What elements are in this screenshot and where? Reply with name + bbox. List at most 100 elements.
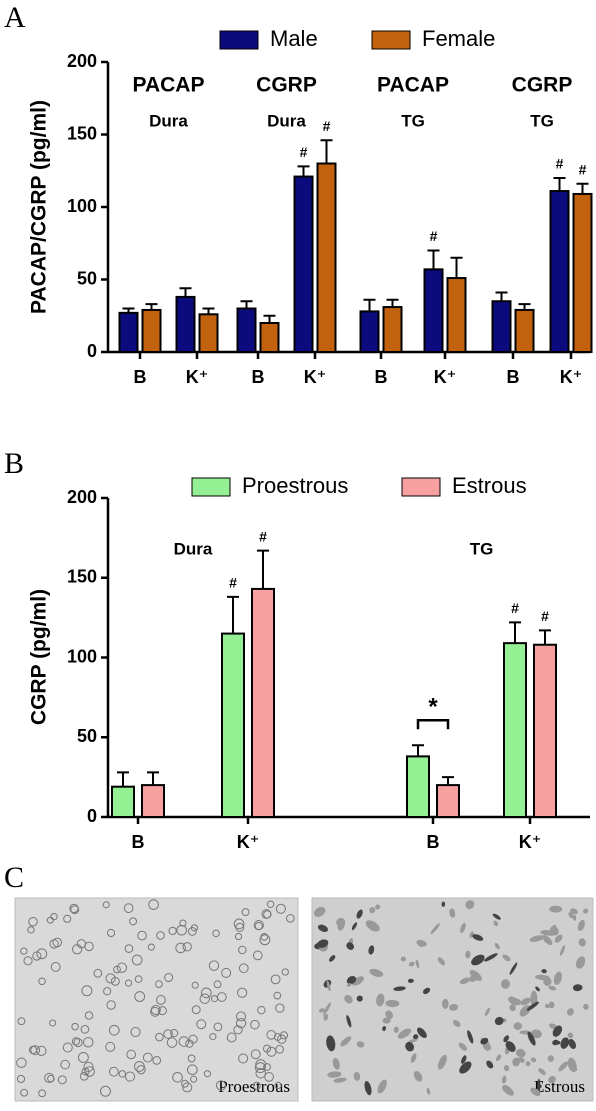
cell [266, 900, 275, 909]
cell [368, 945, 375, 955]
legend-label: Proestrous [242, 473, 348, 498]
cell [318, 1008, 325, 1013]
y-tick-label: 50 [77, 726, 97, 746]
cell [168, 926, 177, 936]
cell [346, 1014, 352, 1028]
y-axis-label: PACAP/CGRP (pg/ml) [28, 100, 51, 314]
cell [16, 1074, 26, 1084]
cell [172, 1071, 183, 1083]
error-bar [122, 307, 135, 313]
error-bar [427, 249, 440, 270]
cell [27, 926, 35, 934]
cell [437, 1054, 447, 1070]
cell [277, 1034, 287, 1044]
cell [549, 926, 559, 936]
error-bar [202, 307, 215, 315]
cell [285, 913, 295, 923]
error-bar [509, 621, 521, 644]
cell [346, 983, 352, 987]
panel-label: C [4, 861, 24, 894]
cell [548, 1001, 555, 1009]
cell [515, 1048, 526, 1058]
cell [110, 976, 120, 986]
cell [261, 909, 272, 919]
group-label: PACAP [377, 74, 449, 97]
cell [377, 1079, 387, 1094]
cell [38, 1089, 47, 1098]
cell [326, 980, 331, 992]
cell [578, 938, 586, 947]
cell [482, 1044, 490, 1051]
cell [252, 1081, 261, 1090]
cell [80, 1024, 90, 1034]
cell [529, 935, 545, 942]
cell [469, 975, 477, 982]
cell [57, 1075, 67, 1085]
cell [461, 1055, 467, 1064]
cell [226, 1032, 237, 1043]
cell [49, 939, 59, 949]
cell [336, 917, 346, 927]
cell [190, 924, 199, 932]
significance-marker: # [556, 156, 564, 172]
cell [502, 1075, 507, 1084]
error-bar [179, 287, 192, 297]
cell [136, 1065, 146, 1075]
group-label: PACAP [133, 74, 205, 97]
cell [449, 1003, 459, 1011]
cell [241, 908, 250, 917]
cell [572, 914, 577, 921]
cell [116, 962, 128, 973]
cell [548, 1075, 556, 1084]
cell [530, 1087, 541, 1096]
cell [323, 1002, 332, 1016]
cell [50, 912, 58, 921]
legend-label: Male [270, 26, 318, 51]
cell [72, 944, 83, 955]
cell [393, 1026, 399, 1033]
cell [465, 900, 475, 910]
cell [124, 979, 133, 987]
cell [572, 984, 583, 992]
bar [406, 755, 430, 819]
cell [44, 1072, 55, 1084]
cell [182, 942, 192, 952]
significance-label: * [428, 694, 438, 721]
significance-marker: # [430, 228, 438, 244]
cell [155, 1032, 164, 1042]
cell [480, 1037, 489, 1045]
cell [353, 1071, 361, 1081]
cell [513, 1022, 523, 1030]
y-tick-label: 0 [87, 806, 97, 826]
error-bar [320, 139, 333, 164]
cell [327, 1071, 342, 1078]
error-bar [539, 629, 551, 645]
cell [375, 904, 381, 910]
cell [71, 1022, 79, 1031]
cell [16, 1057, 27, 1069]
cell [541, 969, 547, 974]
cell [493, 920, 499, 927]
legend-swatch [371, 30, 411, 50]
cell [486, 1060, 494, 1069]
cell [250, 1049, 261, 1060]
cell [105, 1041, 116, 1052]
cell [426, 1087, 431, 1095]
cell [208, 960, 220, 971]
cell [567, 1057, 577, 1073]
cell [49, 1019, 57, 1027]
cell [254, 921, 263, 931]
cell [547, 1055, 555, 1062]
error-bar [147, 771, 159, 786]
bar [423, 268, 444, 354]
cell [535, 986, 540, 992]
cell [518, 1057, 525, 1063]
cell [460, 922, 466, 934]
cell [238, 945, 247, 955]
group-label: Dura [149, 111, 188, 130]
cell [108, 1066, 119, 1077]
error-bar [257, 549, 269, 589]
cell [502, 1085, 514, 1096]
error-bar [363, 298, 376, 312]
cell [170, 1029, 179, 1038]
